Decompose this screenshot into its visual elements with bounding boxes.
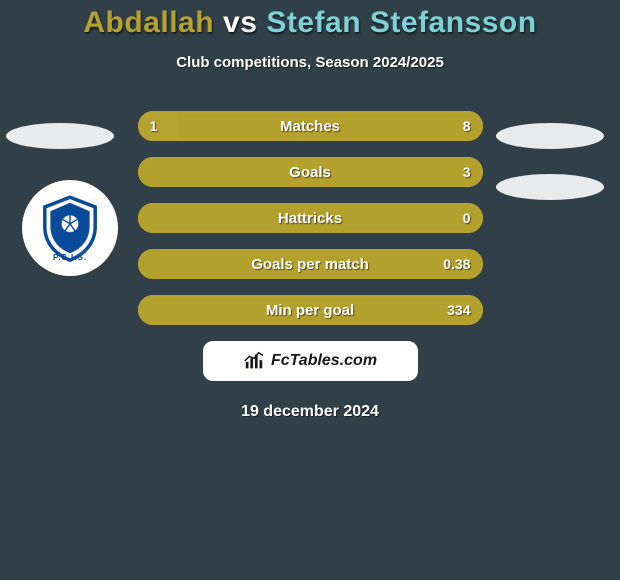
brand-text: FcTables.com xyxy=(271,352,377,370)
stat-label: Goals xyxy=(138,157,483,187)
stat-row-min-per-goal: Min per goal 334 xyxy=(138,295,483,325)
club-badge-text: P.S.I.S. xyxy=(22,253,118,262)
stat-label: Min per goal xyxy=(138,295,483,325)
stat-value-right: 0 xyxy=(463,203,471,233)
stat-label: Hattricks xyxy=(138,203,483,233)
club-badge-left: P.S.I.S. xyxy=(22,180,118,276)
player-left-badge xyxy=(6,123,114,149)
stat-row-goals: Goals 3 xyxy=(138,157,483,187)
title-left: Abdallah xyxy=(83,6,214,39)
stat-value-right: 8 xyxy=(463,111,471,141)
stat-value-right: 334 xyxy=(447,295,470,325)
stat-row-matches: 1 Matches 8 xyxy=(138,111,483,141)
title-right: Stefan Stefansson xyxy=(266,6,536,39)
page-title: Abdallah vs Stefan Stefansson xyxy=(0,0,620,40)
subtitle: Club competitions, Season 2024/2025 xyxy=(0,54,620,71)
player-right-badge-2 xyxy=(496,174,604,200)
title-vs: vs xyxy=(223,6,257,39)
stat-row-hattricks: Hattricks 0 xyxy=(138,203,483,233)
stat-label: Goals per match xyxy=(138,249,483,279)
stat-label: Matches xyxy=(138,111,483,141)
stat-value-right: 0.38 xyxy=(443,249,470,279)
stat-value-right: 3 xyxy=(463,157,471,187)
player-right-badge xyxy=(496,123,604,149)
bar-chart-icon xyxy=(243,350,265,372)
brand-pill: FcTables.com xyxy=(203,341,418,381)
stat-row-goals-per-match: Goals per match 0.38 xyxy=(138,249,483,279)
date-text: 19 december 2024 xyxy=(0,403,620,421)
